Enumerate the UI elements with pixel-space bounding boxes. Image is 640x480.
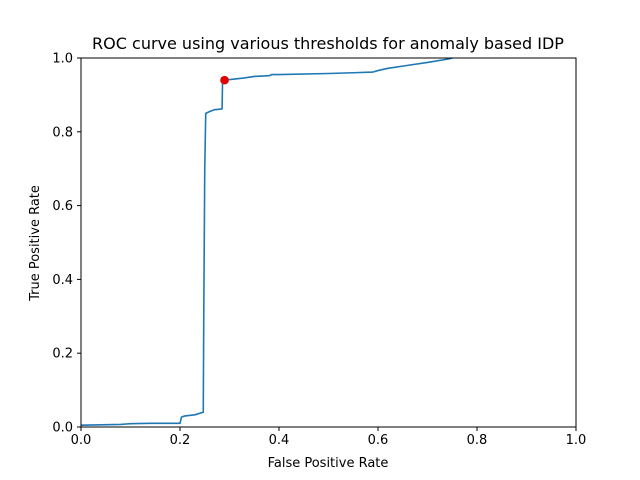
- axis-ticks: 0.0 0.2 0.4 0.6 0.8 1.0 0.0 0.2 0.4 0.6 0.8 1.0: [52, 52, 586, 449]
- x-tick-label: 1.0: [566, 433, 587, 448]
- y-tick-label: 0.4: [52, 273, 73, 288]
- y-tick-label: 0.0: [52, 421, 73, 436]
- x-tick-label: 0.4: [269, 433, 290, 448]
- optimal-threshold-point: [220, 75, 229, 85]
- y-tick-label: 0.8: [52, 125, 73, 140]
- y-tick-label: 0.2: [52, 347, 73, 362]
- plot-frame: [80, 57, 577, 428]
- x-tick-label: 0.2: [170, 433, 191, 448]
- x-tick-label: 0.6: [368, 433, 389, 448]
- chart-title: ROC curve using various thresholds for a…: [92, 34, 564, 53]
- y-axis-label: True Positive Rate: [28, 185, 43, 302]
- y-tick-label: 0.6: [52, 199, 73, 214]
- x-tick-label: 0.8: [467, 433, 488, 448]
- y-tick-label: 1.0: [52, 52, 73, 67]
- x-axis-label: False Positive Rate: [268, 456, 389, 471]
- plot-area: [80, 57, 453, 426]
- x-tick-label: 0.0: [71, 433, 92, 448]
- roc-curve-line: [80, 57, 453, 426]
